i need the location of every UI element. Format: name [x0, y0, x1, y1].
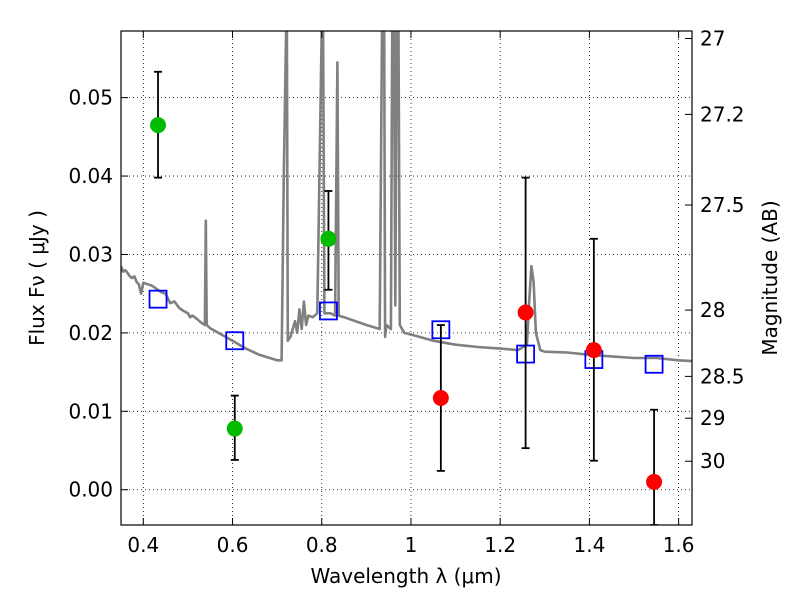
y-tick-label: 0.03	[68, 242, 113, 266]
x-tick-label: 1.2	[484, 533, 516, 557]
y-tick-label: 0.01	[68, 399, 113, 423]
model-photometry-square	[148, 289, 168, 309]
right-tick-label: 28.5	[700, 364, 745, 388]
x-tick-label: 1.4	[573, 533, 605, 557]
data-layer	[121, 31, 692, 525]
right-tick-label: 27.2	[700, 102, 745, 126]
right-tick-label: 27	[700, 26, 725, 50]
right-tick-label: 28	[700, 298, 725, 322]
y-tick-label: 0.00	[68, 478, 113, 502]
model-photometry-square	[644, 354, 664, 374]
plot-frame	[120, 30, 693, 526]
observed-flux-point	[432, 389, 449, 406]
y-tick-label: 0.04	[68, 164, 113, 188]
y-tick-label: 0.05	[68, 86, 113, 110]
x-tick-label: 0.8	[306, 533, 338, 557]
observed-flux-point	[150, 117, 167, 134]
x-axis-label: Wavelength λ (μm)	[310, 564, 501, 588]
model-photometry-square	[319, 301, 338, 321]
right-tick-label: 29	[700, 406, 725, 430]
right-axis-label: Magnitude (AB)	[758, 200, 782, 355]
x-tick-label: 1.6	[663, 533, 695, 557]
observed-flux-point	[646, 473, 663, 490]
model-spectrum-line	[121, 31, 692, 363]
x-tick-label: 0.4	[127, 533, 159, 557]
y-tick-label: 0.02	[68, 321, 113, 345]
right-tick-label: 30	[700, 449, 725, 473]
observed-flux-point	[320, 230, 337, 247]
right-tick-label: 27.5	[700, 193, 745, 217]
observed-flux-point	[585, 342, 602, 359]
y-axis-label: Flux Fν ( μJy )	[25, 210, 49, 346]
x-tick-label: 1	[405, 533, 418, 557]
observed-flux-point	[226, 420, 243, 437]
tick-layer: 0.4 0.6 0.8 1 1.2 1.4 1.6 0.00 0.01 0.02 0.03 0.04 0…	[68, 26, 744, 557]
x-tick-label: 0.6	[217, 533, 249, 557]
observed-flux-point	[517, 304, 534, 321]
model-photometry-square	[225, 331, 245, 351]
